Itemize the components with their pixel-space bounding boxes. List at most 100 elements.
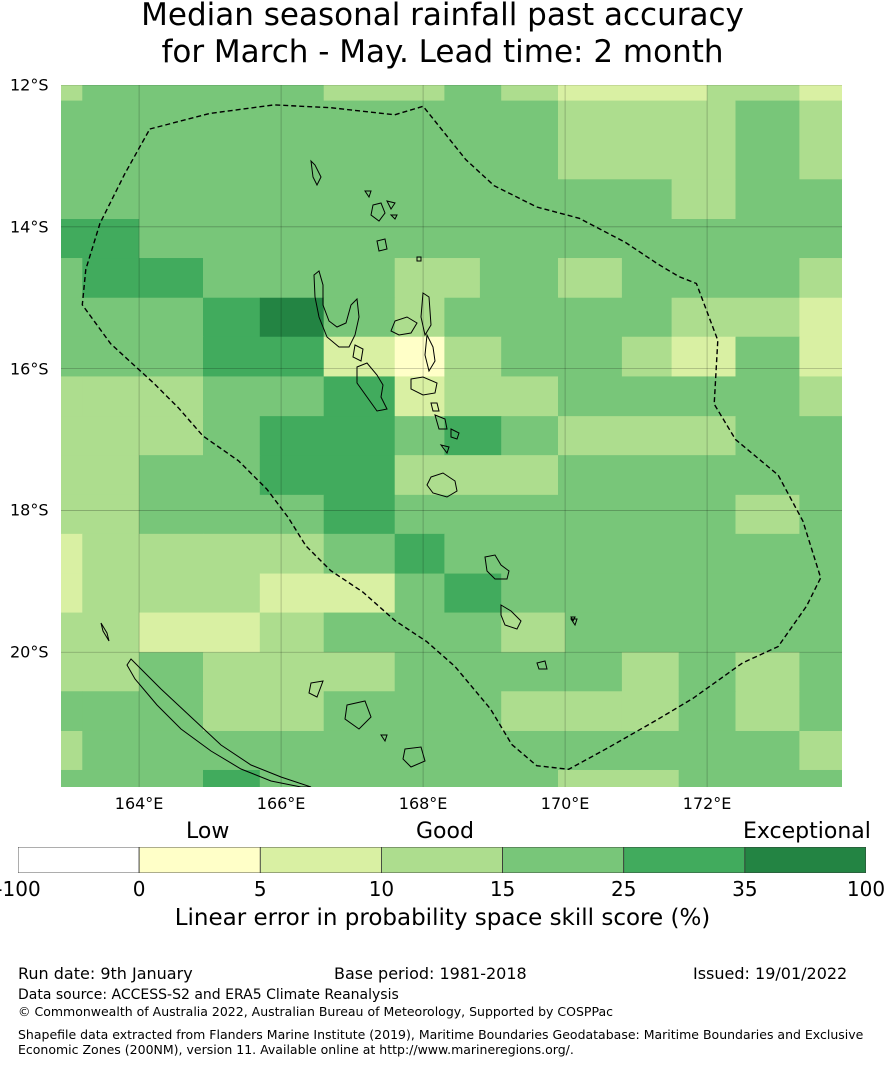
lat-tick-label: 12°S xyxy=(10,75,49,95)
island-paama xyxy=(430,402,440,412)
skill-cell xyxy=(203,258,396,299)
skill-cell xyxy=(799,376,842,417)
island-torres xyxy=(310,159,322,187)
skill-cell xyxy=(671,179,736,220)
island-efate xyxy=(426,472,458,498)
skill-cell xyxy=(444,416,502,456)
colorbar-tick-label: -100 xyxy=(0,877,41,901)
skill-cell xyxy=(501,612,566,653)
skill-cell xyxy=(61,179,673,220)
colorbar-tick-label: 5 xyxy=(253,877,267,901)
island-malekula xyxy=(356,362,388,412)
skill-cell xyxy=(799,258,842,299)
colorbar-tier-low: Low xyxy=(186,819,230,844)
skill-cell xyxy=(323,376,396,417)
skill-cell xyxy=(501,336,623,377)
skill-cell xyxy=(444,297,559,338)
skill-cell xyxy=(621,258,800,299)
skill-cell xyxy=(799,652,842,692)
skill-cell xyxy=(394,533,445,575)
skill-map-canvas xyxy=(61,85,842,787)
lon-tick-label: 164°E xyxy=(114,794,164,813)
skill-cell xyxy=(139,219,842,259)
skill-cell xyxy=(735,691,800,732)
skill-cell xyxy=(203,652,396,692)
skill-cell xyxy=(203,533,325,575)
eez-boundary xyxy=(81,104,822,771)
skill-cell xyxy=(444,336,502,377)
skill-cell xyxy=(61,691,83,732)
skill-cell xyxy=(799,297,842,338)
skill-cell xyxy=(61,769,204,787)
skill-cell xyxy=(501,691,623,732)
skill-cell xyxy=(621,336,673,377)
skill-cell xyxy=(323,297,396,338)
skill-cell xyxy=(621,652,680,692)
skill-cell xyxy=(444,376,559,417)
island-pentecost xyxy=(424,333,436,373)
skill-cell xyxy=(323,769,559,787)
skill-map xyxy=(61,85,842,787)
skill-cell xyxy=(61,376,83,417)
skill-cell xyxy=(394,297,445,338)
island-belep xyxy=(100,622,110,642)
skill-cell xyxy=(501,85,559,102)
lat-tick-label: 20°S xyxy=(10,642,49,662)
skill-cell xyxy=(735,494,800,535)
skill-cell xyxy=(444,85,502,102)
skill-cell xyxy=(82,691,140,732)
skill-cell xyxy=(394,336,445,377)
skill-cell xyxy=(621,691,680,732)
skill-cell xyxy=(61,573,83,614)
skill-cell xyxy=(394,258,481,299)
colorbar-tick-label: 0 xyxy=(132,877,146,901)
skill-cell xyxy=(394,652,623,692)
skill-cell xyxy=(61,336,204,377)
skill-cell xyxy=(61,612,140,653)
skill-cell xyxy=(61,455,140,496)
colorbar-tick-label: 25 xyxy=(610,877,637,901)
skill-cell xyxy=(799,100,842,180)
skill-grid xyxy=(61,85,842,787)
skill-cell xyxy=(558,85,708,102)
issued-date: Issued: 19/01/2022 xyxy=(693,964,848,983)
skill-cell xyxy=(259,573,396,614)
skill-cell xyxy=(735,416,842,456)
graticule xyxy=(61,85,842,787)
island-erromango xyxy=(484,554,510,580)
skill-cell xyxy=(558,376,736,417)
island-emae xyxy=(439,444,450,455)
skill-cell xyxy=(565,730,680,771)
run-date: Run date: 9th January xyxy=(18,964,193,983)
skill-cell xyxy=(323,336,396,377)
island-banks-gaua xyxy=(376,238,388,252)
island-hunter xyxy=(570,618,578,627)
skill-cell xyxy=(203,769,261,787)
skill-cell xyxy=(501,416,559,456)
colorbar-swatch xyxy=(623,847,746,873)
colorbar-tick-label: 15 xyxy=(489,877,516,901)
skill-cell xyxy=(61,100,559,180)
skill-cell xyxy=(61,85,83,102)
island-malo xyxy=(352,344,364,362)
skill-cell xyxy=(735,100,800,180)
skill-cell xyxy=(323,691,502,732)
skill-cell xyxy=(203,297,261,338)
island-banks-small xyxy=(364,190,372,199)
skill-cell xyxy=(259,297,325,338)
skill-cell xyxy=(444,533,842,575)
data-source: Data source: ACCESS-S2 and ERA5 Climate … xyxy=(18,987,399,1003)
skill-cell xyxy=(259,769,325,787)
skill-cell xyxy=(259,455,396,496)
skill-cell xyxy=(558,258,623,299)
skill-cell xyxy=(203,416,261,456)
title-line-2: for March - May. Lead time: 2 month xyxy=(161,34,724,70)
skill-cell xyxy=(61,533,83,575)
skill-cell xyxy=(139,612,261,653)
skill-cell xyxy=(203,336,325,377)
lat-tick-label: 18°S xyxy=(10,500,49,520)
skill-cell xyxy=(259,416,396,456)
skill-cell xyxy=(323,533,396,575)
skill-cell xyxy=(82,533,204,575)
skill-cell xyxy=(558,494,736,535)
